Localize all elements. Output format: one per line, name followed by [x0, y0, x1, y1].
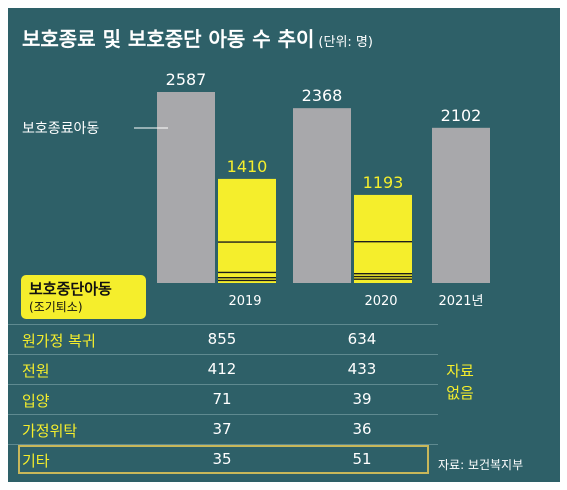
- table-row: 전원 412 433: [8, 354, 438, 384]
- x-tick-label: 2019: [228, 294, 261, 309]
- table-row: 원가정 복귀 855 634: [8, 324, 438, 354]
- row-highlight-frame: [18, 445, 429, 474]
- bar-value-label: 2368: [302, 86, 343, 105]
- row-value-2020: 51: [352, 450, 372, 468]
- bar-protection-stopped-2020: [354, 194, 412, 283]
- bar-value-label: 1193: [363, 173, 404, 192]
- row-value-2019: 855: [207, 330, 237, 348]
- bar-value-label: 1410: [227, 157, 268, 176]
- no-data-line: 자료: [446, 362, 474, 380]
- breakdown-badge: 보호중단아동 (조기퇴소): [21, 275, 146, 319]
- no-data-line: 없음: [446, 384, 474, 402]
- row-value-2020: 634: [347, 330, 377, 348]
- chart-title: 보호종료 및 보호중단 아동 수 추이 (단위: 명): [22, 27, 373, 51]
- row-value-2019: 37: [212, 420, 232, 438]
- bar-chart: 보호종료 및 보호중단 아동 수 추이 (단위: 명) 2587 2368 2102 1…: [22, 27, 490, 309]
- bar-value-label: 2102: [441, 106, 482, 125]
- row-value-2020: 36: [352, 420, 372, 438]
- bar-protection-ended-2019: [157, 92, 215, 283]
- x-tick-label: 2020: [364, 294, 397, 309]
- breakdown-sublabel: (조기퇴소): [29, 300, 83, 314]
- chart-panel: 보호종료 및 보호중단 아동 수 추이 (단위: 명) 2587 2368 2102 1…: [8, 8, 560, 482]
- row-value-2020: 433: [347, 360, 377, 378]
- bar-value-label: 2587: [166, 70, 207, 89]
- bar-protection-ended-2020: [293, 108, 351, 284]
- bar-protection-stopped-2019: [218, 178, 276, 283]
- row-value-2019: 71: [212, 390, 232, 408]
- table-row: 입양 71 39: [8, 384, 438, 414]
- source-note: 자료: 보건복지부: [438, 458, 524, 472]
- row-value-2019: 35: [212, 450, 232, 468]
- row-label: 입양: [22, 392, 50, 410]
- table-row: 기타 35 51: [8, 444, 438, 474]
- row-label: 기타: [22, 452, 50, 470]
- row-label: 전원: [22, 362, 50, 380]
- no-data-note: 자료 없음: [440, 360, 480, 404]
- bar-protection-ended-2021년: [432, 127, 490, 283]
- row-label: 원가정 복귀: [22, 332, 96, 350]
- breakdown-label: 보호중단아동: [29, 280, 112, 298]
- table-row: 가정위탁 37 36: [8, 414, 438, 444]
- row-value-2020: 39: [352, 390, 372, 408]
- row-value-2019: 412: [207, 360, 237, 378]
- row-label: 가정위탁: [22, 422, 78, 440]
- series-annotation-label: 보호종료아동: [22, 121, 99, 137]
- x-tick-label: 2021년: [438, 294, 483, 309]
